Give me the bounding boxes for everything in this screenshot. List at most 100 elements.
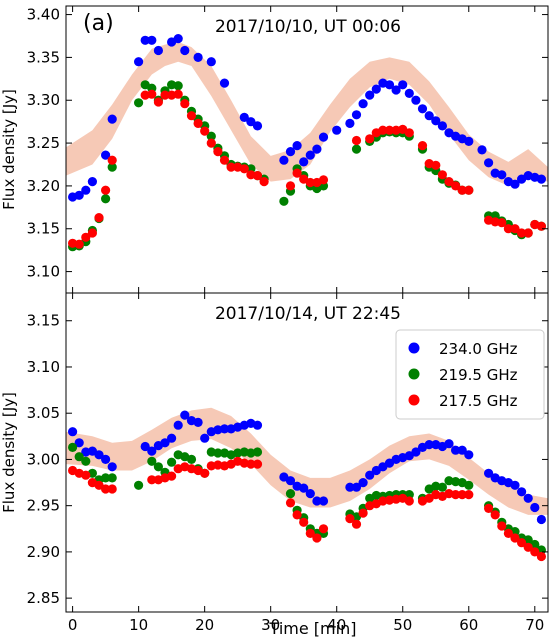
data-point-2340 — [437, 121, 447, 131]
data-point-2340 — [239, 112, 249, 122]
data-point-2175 — [523, 542, 533, 552]
data-point-2175 — [219, 155, 230, 165]
data-point-2340 — [530, 502, 540, 513]
data-point-2175 — [213, 147, 223, 157]
data-point-2195 — [134, 98, 144, 108]
data-point-2175 — [167, 471, 177, 481]
data-point-2340 — [371, 84, 381, 94]
data-point-2175 — [153, 97, 163, 107]
y-tick-label: 3.00 — [27, 450, 60, 468]
data-point-2340 — [81, 185, 91, 195]
data-point-2175 — [200, 468, 210, 478]
data-point-2195 — [147, 456, 157, 466]
data-point-2175 — [444, 177, 454, 187]
data-point-2340 — [477, 145, 487, 155]
data-point-2195 — [167, 457, 177, 467]
data-point-2195 — [279, 196, 289, 206]
y-tick-label: 3.15 — [27, 312, 60, 330]
y-tick-label: 3.10 — [27, 263, 60, 281]
data-point-2175 — [101, 185, 111, 195]
data-point-2175 — [365, 134, 375, 144]
model-band — [66, 407, 548, 515]
data-point-2175 — [239, 164, 249, 174]
data-point-2340 — [94, 450, 104, 460]
data-point-2340 — [411, 447, 421, 457]
data-point-2340 — [74, 190, 84, 200]
data-point-2175 — [351, 519, 362, 529]
data-point-2340 — [134, 57, 144, 67]
data-point-2175 — [490, 510, 500, 520]
data-point-2175 — [81, 470, 91, 480]
data-point-2175 — [101, 484, 111, 494]
data-point-2340 — [365, 90, 375, 100]
data-point-2175 — [285, 498, 296, 508]
data-point-2175 — [484, 503, 494, 513]
data-point-2175 — [147, 475, 157, 485]
data-point-2340 — [285, 147, 296, 157]
data-point-2175 — [536, 221, 547, 231]
data-point-2175 — [417, 141, 428, 151]
data-point-2340 — [107, 462, 117, 472]
data-point-2340 — [417, 104, 428, 114]
data-point-2340 — [173, 420, 183, 430]
data-point-2195 — [81, 456, 91, 466]
data-point-2175 — [252, 459, 263, 469]
data-point-2195 — [252, 447, 263, 457]
data-point-2340 — [358, 478, 368, 488]
y-tick-label: 2.85 — [27, 589, 60, 607]
data-point-2340 — [345, 482, 355, 492]
data-point-2340 — [68, 427, 78, 437]
data-point-2340 — [451, 445, 461, 455]
data-point-2340 — [318, 132, 329, 142]
data-point-2340 — [398, 80, 408, 90]
data-point-2175 — [351, 135, 362, 146]
data-point-2175 — [497, 218, 507, 228]
data-point-2195 — [101, 194, 111, 204]
data-point-2340 — [299, 483, 309, 493]
data-point-2175 — [226, 162, 236, 172]
data-point-2340 — [517, 487, 527, 497]
data-point-2195 — [206, 131, 216, 141]
legend-marker-234 — [408, 342, 420, 354]
data-point-2340 — [140, 441, 150, 452]
data-point-2340 — [411, 95, 421, 105]
x-tick-label: 50 — [393, 616, 412, 634]
data-point-2340 — [147, 35, 157, 45]
data-point-2175 — [517, 538, 527, 548]
y-tick-label: 2.90 — [27, 543, 60, 561]
data-point-2175 — [530, 547, 540, 557]
data-point-2175 — [94, 213, 104, 223]
y-tick-label: 2.95 — [27, 497, 60, 515]
data-point-2175 — [404, 128, 414, 138]
data-point-2340 — [457, 445, 467, 455]
data-point-2340 — [246, 117, 256, 127]
data-point-2195 — [107, 473, 117, 483]
data-point-2340 — [523, 493, 533, 503]
data-point-2340 — [193, 52, 203, 63]
y-tick-label: 3.30 — [27, 91, 60, 109]
data-point-2175 — [378, 125, 388, 135]
data-point-2175 — [431, 160, 441, 170]
data-point-2175 — [246, 459, 256, 469]
data-point-2340 — [404, 88, 414, 98]
data-point-2175 — [464, 490, 474, 500]
data-point-2340 — [219, 78, 230, 88]
data-point-2175 — [451, 181, 461, 191]
y-tick-label: 3.25 — [27, 134, 60, 152]
data-point-2175 — [312, 533, 322, 543]
x-tick-label: 10 — [129, 616, 148, 634]
legend-label-2175: 217.5 GHz — [439, 392, 518, 410]
data-point-2340 — [536, 514, 547, 525]
data-point-2340 — [180, 410, 190, 420]
data-point-2175 — [206, 138, 216, 148]
data-point-2175 — [503, 528, 513, 539]
y-tick-label: 3.20 — [27, 177, 60, 195]
x-axis-label: Time [min] — [269, 619, 357, 638]
data-point-2340 — [312, 144, 322, 154]
data-point-2175 — [517, 228, 527, 238]
data-point-2195 — [68, 442, 78, 452]
legend-marker-2175 — [408, 394, 420, 406]
data-point-2175 — [305, 528, 315, 539]
x-tick-label: 60 — [459, 616, 478, 634]
